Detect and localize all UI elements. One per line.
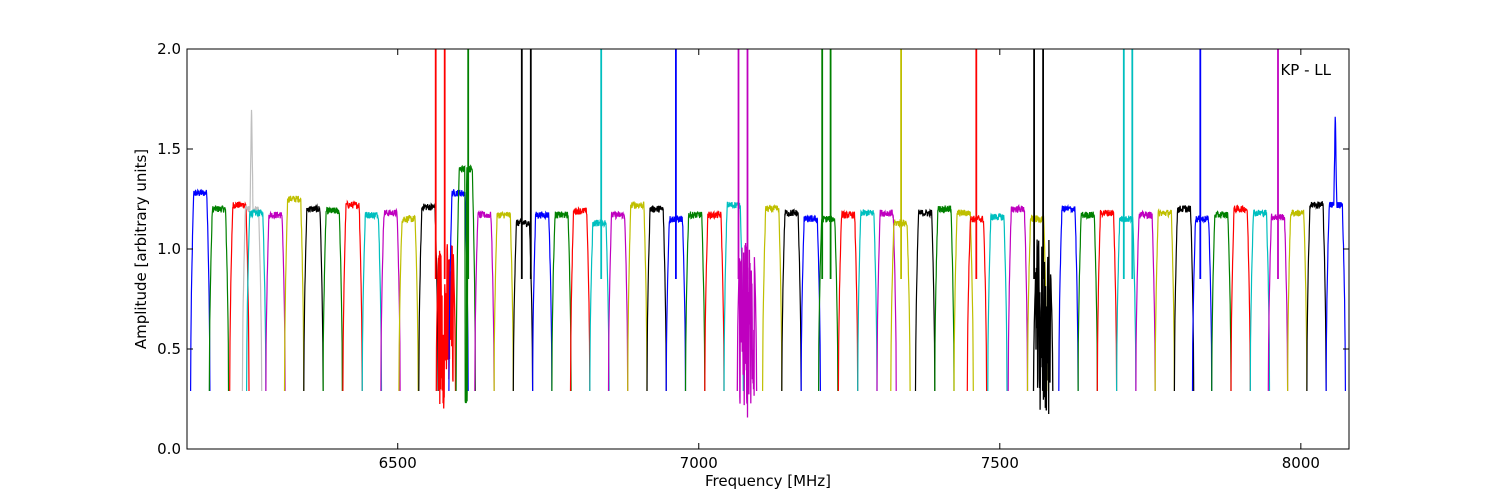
series-channel-27	[646, 205, 667, 392]
x-axis-label: Frequency [MHz]	[705, 472, 831, 490]
tick-layer: 6500 7000 7500 8000 0.0 0.5 1.0 1.5 2.0	[157, 40, 1349, 472]
series-channel-19	[493, 210, 514, 392]
series-channel-20	[512, 217, 534, 392]
series-channel-54	[1154, 208, 1176, 392]
series-channel-53	[1135, 209, 1156, 392]
series-channel-15	[435, 244, 457, 409]
series-channel-57	[1211, 210, 1232, 392]
series-channel-59	[1249, 209, 1271, 392]
y-tick-label-1.5: 1.5	[157, 140, 181, 158]
x-tick-label-7000: 7000	[680, 454, 718, 472]
rfi-spike-layer	[434, 49, 1279, 279]
series-channel-5	[246, 209, 267, 392]
series-channel-9	[322, 206, 343, 392]
series-channel-45	[987, 212, 1008, 392]
series-layer	[190, 109, 1347, 418]
series-channel-41	[914, 208, 936, 392]
series-channel-30	[704, 210, 725, 392]
series-channel-42	[934, 205, 955, 392]
series-channel-22	[551, 211, 572, 392]
series-channel-46	[1007, 204, 1029, 392]
series-channel-63	[1325, 116, 1347, 392]
series-channel-37	[837, 209, 859, 392]
series-channel-24	[589, 219, 610, 392]
series-channel-32	[736, 242, 758, 418]
series-channel-25	[607, 210, 629, 392]
series-channel-35	[800, 214, 822, 392]
annotation-label: KP - LL	[1280, 61, 1331, 79]
y-tick-label-0: 0.0	[157, 440, 181, 458]
series-channel-43	[953, 209, 974, 392]
series-channel-34	[781, 208, 802, 392]
series-channel-51	[1096, 209, 1118, 392]
series-channel-23	[569, 206, 591, 392]
series-channel-17	[455, 164, 476, 404]
series-channel-1	[190, 188, 211, 392]
series-channel-18	[474, 210, 495, 392]
series-channel-50	[1077, 211, 1098, 392]
series-channel-61	[1286, 209, 1308, 392]
series-channel-2	[208, 205, 230, 392]
series-channel-11	[361, 211, 383, 392]
y-axis-label: Amplitude [arbitrary units]	[132, 149, 150, 349]
series-channel-38	[857, 209, 878, 392]
series-channel-13	[398, 214, 419, 392]
series-channel-12	[380, 207, 401, 392]
series-channel-7	[283, 195, 305, 392]
series-channel-33	[761, 204, 783, 392]
series-channel-26	[627, 200, 648, 392]
series-channel-29	[684, 211, 706, 392]
x-tick-label-8000: 8000	[1282, 454, 1320, 472]
series-channel-48	[1032, 239, 1054, 415]
x-tick-label-6500: 6500	[379, 454, 417, 472]
x-tick-label-7500: 7500	[981, 454, 1019, 472]
series-channel-10	[342, 199, 363, 392]
series-channel-49	[1058, 204, 1079, 392]
series-channel-39	[876, 209, 897, 392]
series-channel-6	[265, 210, 286, 392]
series-channel-62	[1306, 200, 1327, 392]
series-channel-58	[1230, 204, 1251, 392]
y-tick-label-0.5: 0.5	[157, 340, 181, 358]
series-channel-56	[1191, 215, 1213, 392]
series-channel-31	[723, 201, 744, 392]
series-channel-8	[303, 203, 324, 392]
y-tick-label-2: 2.0	[157, 40, 181, 58]
y-tick-label-1: 1.0	[157, 240, 181, 258]
series-channel-21	[531, 210, 553, 392]
series-channel-55	[1173, 204, 1195, 392]
